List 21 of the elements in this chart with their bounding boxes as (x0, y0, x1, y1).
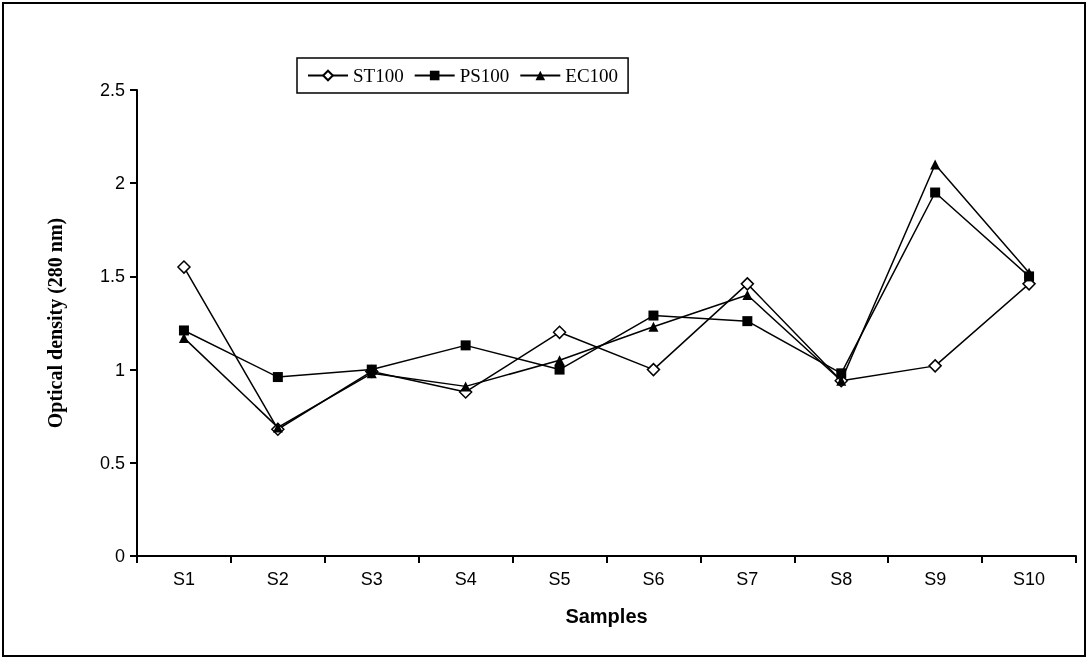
x-tick-label: S10 (1013, 569, 1046, 589)
x-tick-label: S2 (266, 569, 289, 589)
y-tick-label: 2.5 (99, 80, 125, 100)
y-tick-label: 1 (114, 359, 125, 380)
legend-label: ST100 (353, 65, 404, 86)
y-tick-label: 0.5 (99, 452, 125, 473)
x-tick-label: S9 (924, 569, 947, 589)
x-tick-label: S6 (642, 569, 665, 589)
legend-label: EC100 (565, 65, 619, 86)
x-tick-label: S3 (360, 569, 383, 589)
x-tick-label: S8 (830, 569, 853, 589)
legend-label: PS100 (459, 65, 510, 86)
x-tick-label: S4 (454, 569, 477, 589)
y-tick-label: 2 (114, 173, 125, 194)
x-tick-label: S7 (736, 569, 759, 589)
y-tick-label: 0 (114, 546, 125, 566)
y-axis-title: Optical density (280 nm) (44, 217, 67, 429)
x-axis-title: Samples (565, 605, 648, 627)
x-tick-label: S1 (172, 569, 195, 589)
x-tick-label: S5 (548, 569, 571, 589)
y-tick-label: 1.5 (99, 266, 125, 287)
